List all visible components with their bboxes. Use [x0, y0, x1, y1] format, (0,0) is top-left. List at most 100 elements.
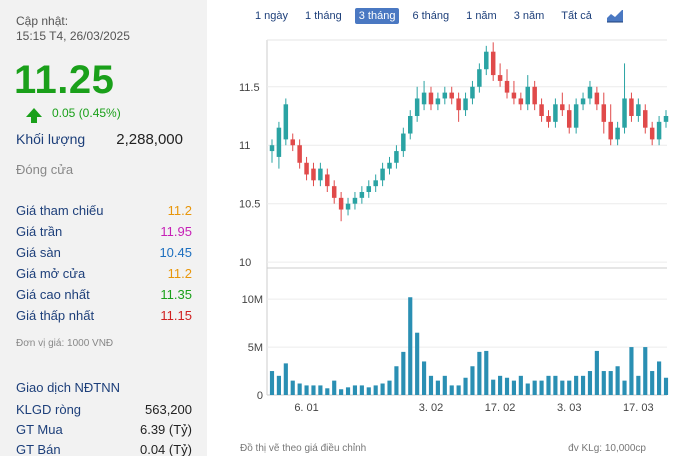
candle-up [421, 92, 427, 105]
price-row-label: Giá mở cửa [16, 266, 86, 281]
volume-bar [442, 375, 447, 395]
price-row: Giá trần 11.95 [16, 221, 192, 242]
candle-down [290, 139, 295, 146]
candle-down [518, 98, 524, 105]
candle-down [311, 168, 316, 181]
candle-down [649, 127, 655, 140]
tab-1-year[interactable]: 1 năm [466, 10, 497, 22]
candle-up [553, 104, 558, 122]
candle-up [318, 168, 323, 181]
volume-bar [587, 371, 593, 395]
candle-down [539, 104, 544, 116]
candle-down [497, 75, 503, 81]
volume-bar [435, 380, 440, 395]
price-row-value: 11.35 [160, 287, 192, 302]
volume-bar [463, 377, 468, 395]
candle-down [297, 145, 302, 163]
up-arrow-icon [26, 107, 42, 123]
volume-bar [657, 361, 662, 395]
volume-bar [601, 371, 606, 395]
volume-unit-note: đv KLg: 10,000cp [568, 443, 646, 454]
volume-bar [650, 371, 655, 395]
price-volume-chart: 11.5 11 10.5 10 10M 5M 0 6. 01 3. 02 17. 02 3. 03 1… [239, 39, 669, 414]
volume-bar [608, 371, 613, 395]
volume-bar [615, 366, 620, 395]
candle-down [331, 186, 337, 198]
candle-up [394, 151, 399, 163]
volume-bar [325, 388, 330, 395]
volume-bar [373, 385, 378, 395]
volume-bar [269, 371, 275, 395]
price-unit-note: Đơn vị giá: 1000 VNĐ [16, 338, 114, 349]
volume-bar [594, 350, 599, 395]
candle-down [546, 116, 551, 122]
candle-down [504, 80, 510, 93]
candle-down [338, 197, 344, 210]
candle-up [283, 104, 289, 140]
candle-up [615, 127, 620, 140]
volume-bar [546, 375, 551, 395]
candle-up [663, 116, 669, 122]
price-tick-label: 11 [239, 140, 250, 152]
tab-6-months[interactable]: 6 tháng [412, 10, 450, 22]
candle-up [525, 86, 531, 105]
foreign-trading-row: KLGD ròng 563,200 [16, 399, 192, 419]
candle-up [470, 86, 475, 99]
volume-bar [518, 375, 523, 395]
volume-bar [290, 380, 295, 395]
foreign-trading-label: KLGD ròng [16, 401, 82, 417]
date-tick-label: 17. 03 [623, 402, 654, 414]
price-row-label: Giá thấp nhất [16, 308, 95, 323]
price-change: 0.05 (0.45%) [26, 106, 121, 123]
price-row: Giá thấp nhất 11.15 [16, 305, 192, 326]
tab-1-month[interactable]: 1 tháng [305, 10, 342, 22]
chart-area: 1 ngày 1 tháng 3 tháng 6 tháng 1 năm 3 n… [207, 0, 674, 456]
tab-3-months[interactable]: 3 tháng [354, 8, 400, 24]
foreign-trading-value: 0.04 (Tỷ) [139, 441, 192, 456]
area-chart-icon[interactable] [606, 9, 624, 23]
price-tick-label: 11.5 [239, 82, 260, 94]
volume-bar [574, 375, 579, 395]
foreign-trading-row: GT Mua 6.39 (Tỷ) [16, 419, 192, 439]
updated-label: Cập nhật: [16, 14, 69, 28]
candle-down [560, 104, 565, 111]
current-price: 11.25 [14, 58, 115, 102]
candle-up [477, 69, 482, 87]
volume-bar [560, 380, 565, 395]
candle-down [608, 121, 613, 140]
tab-all[interactable]: Tất cả [561, 10, 592, 22]
candle-up [414, 98, 420, 116]
candle-up [622, 98, 627, 128]
foreign-trading-value: 563,200 [145, 401, 192, 417]
volume-bar [470, 366, 475, 395]
candle-up [580, 98, 586, 105]
volume-value: 2,288,000 [116, 131, 183, 148]
volume-bar [359, 385, 364, 395]
foreign-trading-row: GT Bán 0.04 (Tỷ) [16, 439, 192, 456]
candle-up [269, 145, 275, 152]
volume-bar [484, 350, 489, 395]
market-status: Đóng cửa [16, 162, 74, 177]
tab-3-years[interactable]: 3 năm [513, 10, 545, 22]
volume-bar [539, 380, 544, 395]
foreign-trading-label: GT Mua [16, 421, 63, 437]
candle-down [490, 51, 496, 76]
candle-up [435, 98, 441, 105]
volume-bar [491, 379, 496, 395]
volume-bar [525, 383, 530, 395]
period-tabs: 1 ngày 1 tháng 3 tháng 6 tháng 1 năm 3 n… [251, 8, 624, 24]
tab-1-day[interactable]: 1 ngày [255, 10, 289, 22]
volume-bar [629, 347, 634, 395]
date-tick-label: 6. 01 [294, 402, 318, 414]
price-row-value: 10.45 [159, 245, 192, 260]
volume-bar [311, 385, 316, 395]
candle-up [345, 203, 351, 210]
candle-down [325, 174, 330, 187]
volume-bar [297, 383, 302, 395]
volume-bar [380, 383, 385, 395]
candle-up [373, 180, 378, 187]
volume-bar [318, 385, 323, 395]
volume-bar [387, 380, 392, 395]
volume-bar [276, 375, 281, 395]
volume-bar [421, 361, 427, 395]
